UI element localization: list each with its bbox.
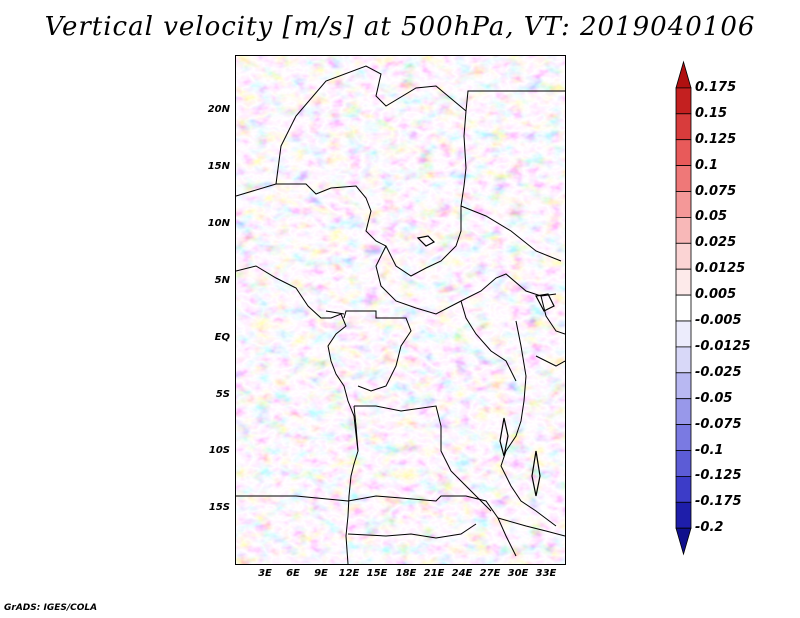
colorbar-swatch: [675, 424, 692, 451]
border-line: [236, 495, 349, 502]
y-tick-label: 10N: [207, 218, 230, 229]
y-tick-label: EQ: [214, 332, 230, 343]
border-line: [465, 90, 565, 112]
colorbar-swatch: [675, 113, 692, 141]
colorbar-label: -0.05: [695, 390, 733, 406]
colorbar-label: 0.0125: [695, 261, 746, 277]
lake-victoria: [535, 293, 555, 312]
grads-credit: GrADS: IGES/COLA: [4, 603, 98, 613]
colorbar-swatch: [675, 216, 692, 244]
x-tick-label: 6E: [286, 568, 300, 579]
country-borders: [236, 65, 565, 564]
colorbar-label: 0.1: [695, 157, 719, 173]
colorbar-swatch: [675, 527, 692, 556]
y-tick-label: 15S: [208, 502, 230, 513]
x-tick-label: 12E: [338, 568, 360, 579]
border-line: [347, 523, 477, 539]
colorbar-label: -0.2: [695, 520, 724, 536]
x-tick-label: 9E: [314, 568, 328, 579]
lake-chad: [416, 235, 436, 247]
colorbar-swatch: [675, 398, 692, 426]
border-line: [460, 205, 562, 262]
colorbar-label: 0.05: [695, 209, 728, 225]
y-tick-label: 10S: [208, 445, 230, 456]
vertical-velocity-map: [235, 55, 566, 565]
border-line: [347, 495, 517, 557]
chart-title: Vertical velocity [m/s] at 500hPa, VT: 2…: [44, 12, 756, 42]
y-tick-label: 20N: [207, 104, 230, 115]
lakes: [416, 235, 555, 497]
y-tick-label: 15N: [207, 161, 230, 172]
border-line: [275, 65, 467, 185]
x-tick-label: 33E: [535, 568, 557, 579]
colorbar-label: -0.075: [695, 416, 742, 432]
colorbar-swatch: [675, 450, 692, 477]
y-tick-label: 5S: [215, 389, 230, 400]
x-tick-label: 18E: [395, 568, 417, 579]
x-tick-label: 27E: [479, 568, 501, 579]
lake-malawi: [531, 450, 541, 497]
map-canvas: [236, 56, 565, 564]
colorbar-swatch: [675, 294, 692, 322]
x-tick-label: 3E: [258, 568, 272, 579]
border-line: [497, 517, 565, 537]
y-tick-label: 5N: [214, 275, 230, 286]
border-line: [500, 320, 557, 527]
colorbar-swatch: [675, 320, 692, 348]
colorbar-swatch: [675, 191, 692, 218]
border-line: [343, 310, 412, 392]
colorbar-swatch: [675, 268, 692, 296]
colorbar-label: 0.175: [695, 79, 737, 95]
border-line: [353, 405, 359, 452]
colorbar-segments: [675, 60, 692, 556]
border-line: [325, 310, 345, 315]
x-tick-label: 24E: [451, 568, 473, 579]
border-line: [460, 300, 517, 382]
colorbar-label: -0.0125: [695, 338, 751, 354]
x-tick-label: 21E: [423, 568, 445, 579]
colorbar-label: -0.1: [695, 442, 724, 458]
border-line: [535, 355, 565, 367]
border-line: [354, 405, 492, 512]
colorbar-swatch: [675, 165, 692, 192]
colorbar-label: 0.125: [695, 131, 737, 147]
colorbar-label: -0.025: [695, 364, 742, 380]
velocity-field: [236, 56, 565, 564]
colorbar-swatch: [675, 346, 692, 374]
colorbar-label: 0.15: [695, 105, 728, 121]
colorbar-label: 0.005: [695, 287, 737, 303]
colorbar-swatch: [675, 242, 692, 270]
colorbar-label: -0.175: [695, 494, 742, 510]
x-tick-label: 30E: [507, 568, 529, 579]
border-line: [540, 295, 565, 335]
colorbar-label: -0.125: [695, 468, 742, 484]
x-tick-label: 15E: [366, 568, 388, 579]
border-line: [236, 110, 467, 277]
colorbar-label: -0.005: [695, 313, 742, 328]
colorbar-label: 0.025: [695, 235, 737, 251]
colorbar-swatch: [675, 501, 692, 529]
colorbar-swatch: [675, 139, 692, 166]
colorbar-swatch: [675, 60, 692, 89]
colorbar-swatch: [675, 475, 692, 503]
coastline: [236, 265, 359, 564]
colorbar-swatch: [675, 87, 692, 115]
colorbar-label: 0.075: [695, 183, 737, 199]
colorbar-swatch: [675, 372, 692, 400]
lake-tanganyika: [499, 417, 509, 457]
